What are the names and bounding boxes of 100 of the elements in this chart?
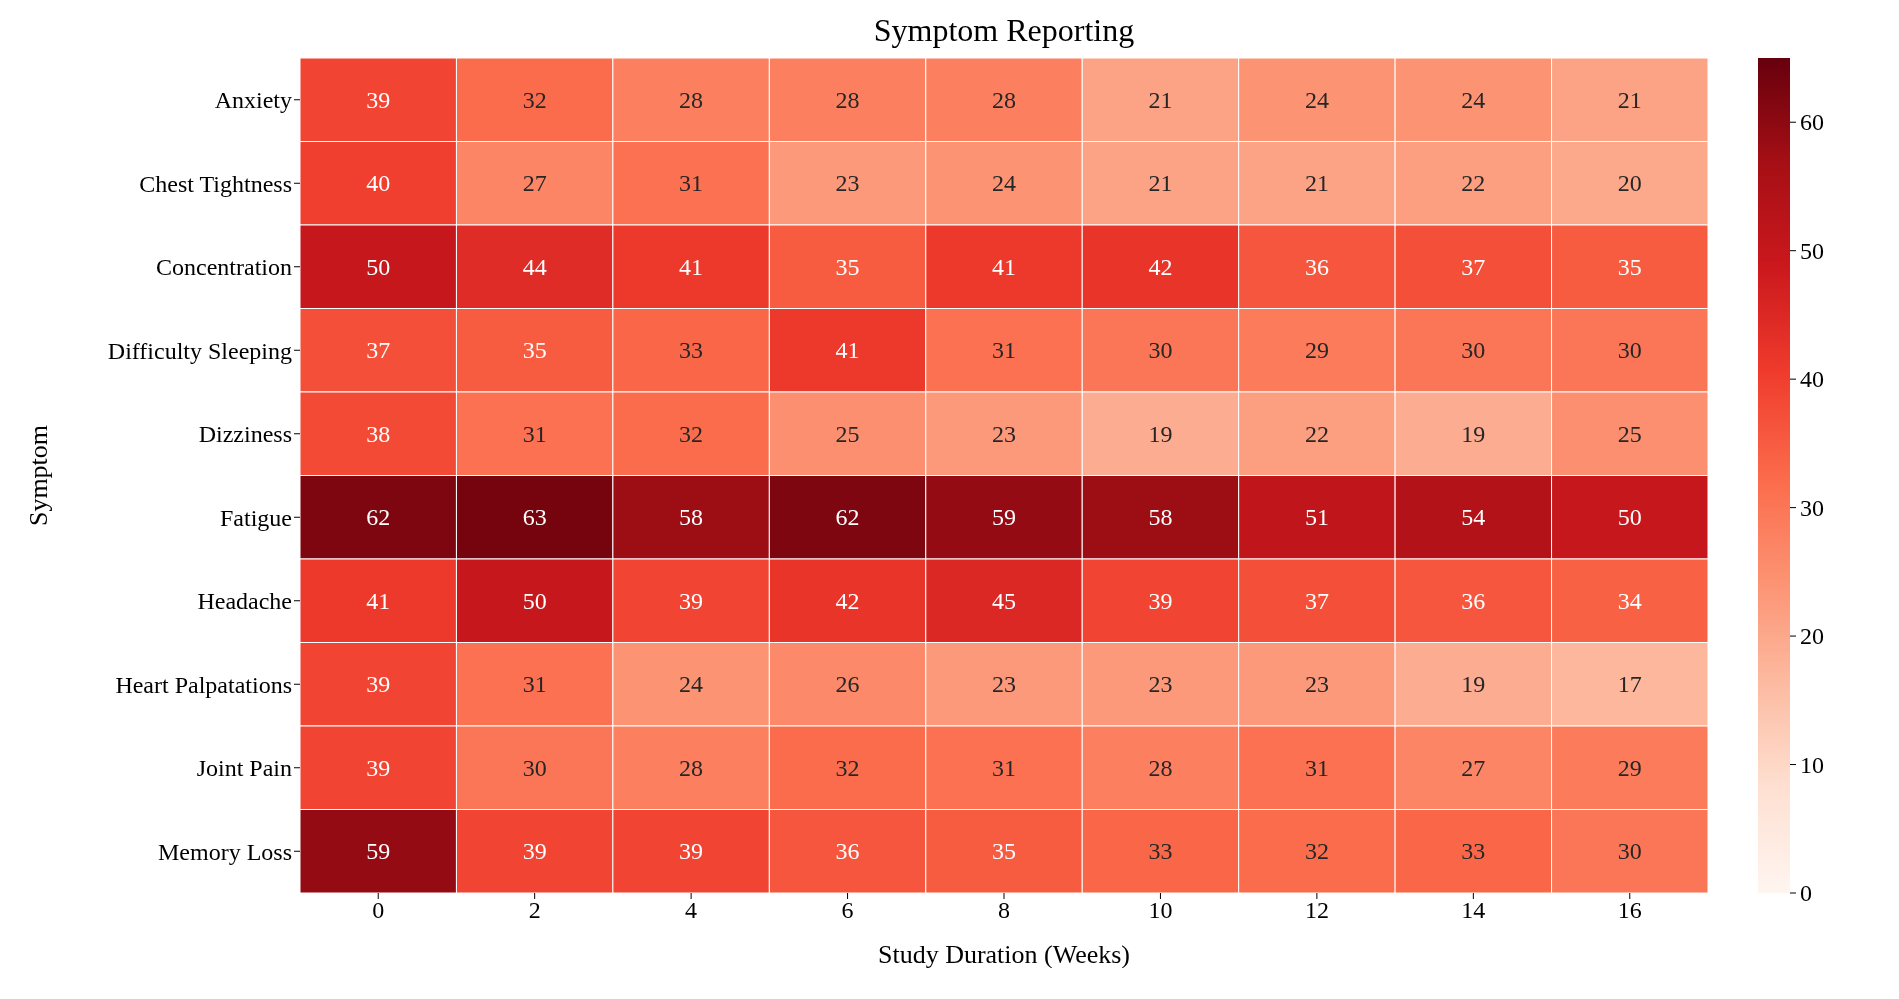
- chart-title: Symptom Reporting: [872, 12, 1136, 49]
- color-bar-label: 20: [1800, 623, 1824, 650]
- y-tick-label: Dizziness: [198, 421, 292, 448]
- data-label: 45: [992, 587, 1016, 614]
- data-label: 33: [1148, 838, 1173, 865]
- y-tick-label: Joint Pain: [196, 755, 292, 782]
- x-tick-label: 8: [998, 897, 1010, 924]
- y-tick-label: Headache: [197, 588, 292, 615]
- data-label: 21: [1617, 86, 1642, 113]
- y-tick-label: Heart Palpatations: [115, 671, 292, 698]
- data-label: 21: [1148, 170, 1173, 197]
- data-label: 36: [835, 838, 860, 865]
- data-label: 23: [992, 671, 1016, 698]
- data-label: 37: [1461, 253, 1486, 280]
- data-label: 50: [366, 253, 391, 280]
- data-label: 31: [522, 420, 547, 447]
- data-label: 44: [522, 253, 547, 280]
- data-label: 37: [1304, 587, 1329, 614]
- y-tick-label: Concentration: [156, 254, 292, 281]
- x-tick-label: 0: [372, 897, 385, 924]
- data-label: 39: [679, 587, 704, 614]
- data-label: 17: [1617, 671, 1642, 698]
- data-label: 27: [1461, 754, 1486, 781]
- data-label: 51: [1304, 504, 1329, 531]
- data-label: 30: [522, 754, 547, 781]
- data-label: 24: [679, 671, 704, 698]
- data-label: 41: [835, 337, 860, 364]
- data-label: 27: [522, 170, 547, 197]
- data-label: 32: [679, 420, 704, 447]
- data-label: 37: [366, 337, 391, 364]
- data-label: 31: [992, 754, 1016, 781]
- data-label: 63: [522, 504, 547, 531]
- y-tick-label: Anxiety: [214, 87, 292, 114]
- data-label: 34: [1617, 587, 1642, 614]
- data-label: 39: [366, 86, 391, 113]
- x-axis-title: Study Duration (Weeks): [877, 940, 1131, 969]
- data-label: 50: [522, 587, 547, 614]
- data-label: 24: [1461, 86, 1486, 113]
- x-tick-label: 12: [1304, 897, 1329, 924]
- data-label: 42: [1148, 253, 1173, 280]
- data-label: 23: [1148, 671, 1173, 698]
- data-label: 23: [992, 420, 1016, 447]
- y-tick-label: Difficulty Sleeping: [107, 337, 292, 364]
- data-label: 40: [366, 170, 391, 197]
- data-label: 50: [1617, 504, 1642, 531]
- y-tick-label: Fatigue: [220, 504, 292, 531]
- data-label: 28: [679, 86, 704, 113]
- data-label: 28: [835, 86, 860, 113]
- data-label: 28: [679, 754, 704, 781]
- data-label: 31: [1304, 754, 1329, 781]
- data-label: 36: [1461, 587, 1486, 614]
- data-label: 41: [992, 253, 1016, 280]
- x-tick-label: 10: [1148, 897, 1173, 924]
- color-bar-label: 60: [1800, 109, 1824, 136]
- data-label: 31: [992, 337, 1016, 364]
- data-label: 30: [1617, 838, 1642, 865]
- data-label: 23: [835, 170, 860, 197]
- data-label: 62: [835, 504, 860, 531]
- x-tick-label: 16: [1617, 897, 1642, 924]
- data-label: 19: [1461, 671, 1486, 698]
- data-label: 59: [992, 504, 1016, 531]
- data-label: 30: [1461, 337, 1486, 364]
- data-label: 21: [1304, 170, 1329, 197]
- data-label: 30: [1148, 337, 1173, 364]
- data-label: 59: [366, 838, 391, 865]
- data-label: 20: [1617, 170, 1642, 197]
- x-tick-label: 2: [528, 897, 541, 924]
- data-label: 21: [1148, 86, 1173, 113]
- data-label: 35: [992, 838, 1016, 865]
- data-label: 41: [366, 587, 391, 614]
- data-label: 28: [992, 86, 1016, 113]
- x-tick-label: 14: [1461, 897, 1486, 924]
- color-bar-label: 40: [1800, 366, 1824, 393]
- data-label: 58: [679, 504, 704, 531]
- data-label: 26: [835, 671, 860, 698]
- x-tick-label: 6: [841, 897, 854, 924]
- data-label: 36: [1304, 253, 1329, 280]
- color-bar-label: 30: [1800, 494, 1824, 521]
- data-label: 29: [1304, 337, 1329, 364]
- y-axis-title: Symptom: [24, 424, 54, 527]
- y-tick-label: Chest Tightness: [139, 170, 292, 197]
- data-label: 25: [1617, 420, 1642, 447]
- data-label: 39: [522, 838, 547, 865]
- x-tick-label: 4: [685, 897, 698, 924]
- color-bar-label: 50: [1800, 237, 1824, 264]
- data-label: 24: [1304, 86, 1329, 113]
- data-label: 41: [679, 253, 704, 280]
- data-label: 35: [522, 337, 547, 364]
- data-label: 32: [835, 754, 860, 781]
- data-label: 29: [1617, 754, 1642, 781]
- data-label: 35: [835, 253, 860, 280]
- data-label: 39: [679, 838, 704, 865]
- y-tick-label: Memory Loss: [158, 838, 292, 865]
- data-label: 31: [522, 671, 547, 698]
- data-label: 25: [835, 420, 860, 447]
- data-label: 38: [366, 420, 391, 447]
- data-label: 39: [366, 671, 391, 698]
- data-label: 22: [1304, 420, 1329, 447]
- data-label: 33: [1461, 838, 1486, 865]
- data-label: 23: [1304, 671, 1329, 698]
